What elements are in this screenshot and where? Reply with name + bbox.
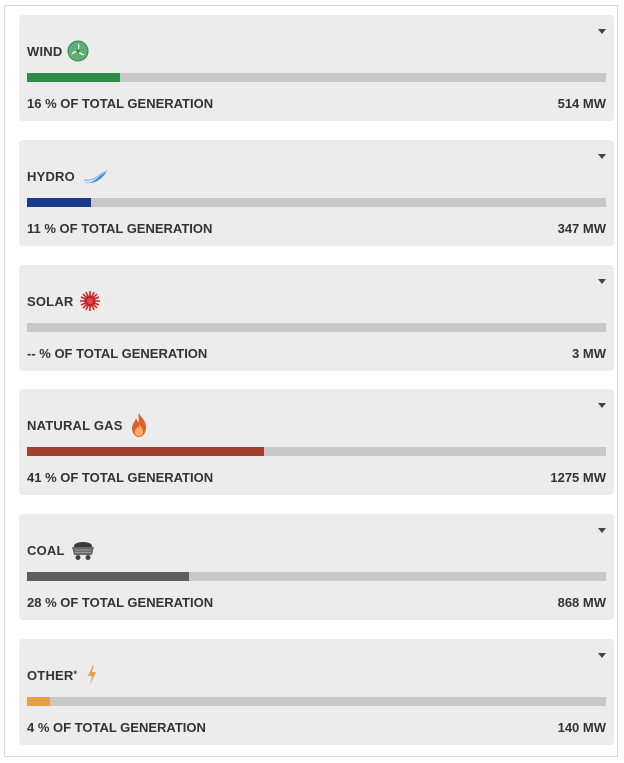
percent-of-total: -- % OF TOTAL GENERATION <box>27 346 208 361</box>
expand-caret-icon[interactable] <box>598 29 606 34</box>
source-card-coal: COAL 28 % OF TOTAL GENERATION 868 MW <box>19 514 614 620</box>
source-title: SOLAR <box>27 289 101 313</box>
megawatts-value: 140 MW <box>557 720 606 735</box>
footnote-marker: * <box>73 669 78 679</box>
lightning-bolt-icon <box>86 664 98 686</box>
expand-caret-icon[interactable] <box>598 653 606 658</box>
source-card-hydro: HYDRO 11 % OF TOTAL GENERATION 347 MW <box>19 140 614 246</box>
generation-progress-fill <box>27 198 91 207</box>
source-title: COAL <box>27 538 96 562</box>
generation-progress-fill <box>27 572 190 581</box>
generation-progress-bar <box>27 323 606 332</box>
sun-icon <box>79 290 101 312</box>
megawatts-value: 347 MW <box>557 221 606 236</box>
source-card-solar: SOLAR <box>19 265 614 371</box>
source-title: NATURAL GAS <box>27 413 150 437</box>
percent-of-total: 28 % OF TOTAL GENERATION <box>27 595 214 610</box>
percent-of-total: 4 % OF TOTAL GENERATION <box>27 720 206 735</box>
expand-caret-icon[interactable] <box>598 403 606 408</box>
source-label: NATURAL GAS <box>27 417 123 433</box>
source-card-wind: WIND 16 % OF TOTAL GENERATION 514 MW <box>19 15 614 121</box>
source-title: HYDRO <box>27 164 110 188</box>
water-wave-icon <box>80 165 110 187</box>
generation-progress-bar <box>27 447 606 456</box>
generation-mix-panel: WIND 16 % OF TOTAL GENERATION 514 MW HYD… <box>4 5 618 757</box>
source-card-natural-gas: NATURAL GAS 41 % OF TOTAL GENERATION 127… <box>19 389 614 495</box>
mine-cart-icon <box>70 539 96 561</box>
generation-progress-fill <box>27 73 120 82</box>
percent-of-total: 11 % OF TOTAL GENERATION <box>27 221 213 236</box>
source-label: COAL <box>27 542 65 558</box>
generation-progress-fill <box>27 697 51 706</box>
source-label: OTHER <box>27 667 74 683</box>
generation-progress-fill <box>27 447 265 456</box>
megawatts-value: 868 MW <box>557 595 606 610</box>
source-label: SOLAR <box>27 293 74 309</box>
flame-icon <box>128 412 150 438</box>
megawatts-value: 514 MW <box>557 96 606 111</box>
generation-progress-bar <box>27 572 606 581</box>
percent-of-total: 41 % OF TOTAL GENERATION <box>27 470 214 485</box>
source-label: WIND <box>27 43 63 59</box>
generation-progress-bar <box>27 73 606 82</box>
source-card-other: OTHER * 4 % OF TOTAL GENERATION 140 MW <box>19 639 614 745</box>
source-label: HYDRO <box>27 168 75 184</box>
source-title: WIND <box>27 39 89 63</box>
source-title: OTHER * <box>27 663 98 687</box>
expand-caret-icon[interactable] <box>598 528 606 533</box>
generation-progress-bar <box>27 697 606 706</box>
percent-of-total: 16 % OF TOTAL GENERATION <box>27 96 214 111</box>
expand-caret-icon[interactable] <box>598 279 606 284</box>
megawatts-value: 1275 MW <box>550 470 606 485</box>
expand-caret-icon[interactable] <box>598 154 606 159</box>
generation-progress-bar <box>27 198 606 207</box>
wind-turbine-icon <box>67 40 89 62</box>
megawatts-value: 3 MW <box>572 346 606 361</box>
